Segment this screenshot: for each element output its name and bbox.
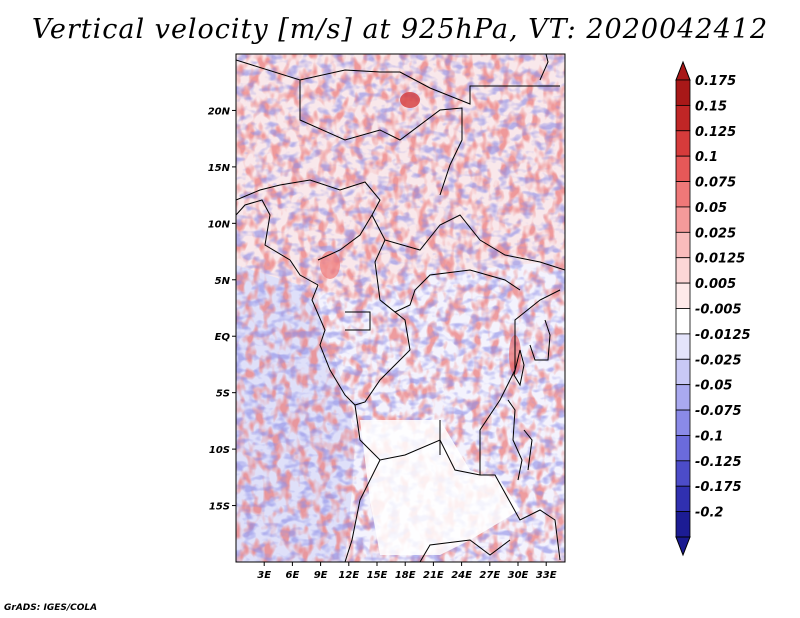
lon-tick-label: 6E (286, 570, 300, 581)
lat-tick-label: 5S (216, 389, 230, 400)
colorbar-min-arrow (675, 536, 691, 557)
lat-tick-label: 15S (209, 502, 230, 513)
colorbar-swatch (675, 181, 691, 208)
colorbar: 0.175 0.15 0.125 0.1 0.075 0.05 0.025 0.0125 0.0… (675, 60, 751, 557)
colorbar-label: 0.05 (695, 201, 727, 216)
grads-credit: GrADS: IGES/COLA (4, 603, 98, 613)
colorbar-swatch (675, 511, 691, 538)
colorbar-swatch (675, 358, 691, 386)
strong-updraft-spot (400, 92, 420, 108)
colorbar-swatch (675, 155, 691, 182)
lon-tick-label: 33E (536, 570, 557, 581)
colorbar-swatch (675, 308, 691, 335)
colorbar-swatch (675, 384, 691, 411)
lat-tick-label: 5N (215, 276, 231, 287)
colorbar-label: 0.025 (695, 226, 736, 241)
colorbar-swatch (675, 130, 691, 157)
colorbar-label: -0.075 (695, 404, 742, 419)
lat-tick-label: 10S (209, 445, 230, 456)
lon-tick-label: 21E (423, 570, 444, 581)
lon-tick-label: 12E (338, 570, 359, 581)
colorbar-swatch (675, 79, 691, 106)
colorbar-label: -0.2 (695, 506, 723, 521)
coastal-updraft-spot (320, 251, 340, 279)
colorbar-swatch (675, 104, 691, 132)
lon-tick-label: 15E (367, 570, 388, 581)
colorbar-label: -0.005 (695, 303, 742, 318)
map-frame (235, 53, 566, 563)
colorbar-label: 0.075 (695, 176, 736, 191)
colorbar-label: 0.005 (695, 277, 736, 292)
colorbar-swatch (675, 435, 691, 462)
lon-tick-label: 3E (257, 570, 271, 581)
map-panel (236, 54, 565, 562)
lat-tick-label: 10N (208, 219, 231, 230)
colorbar-label: -0.1 (695, 429, 723, 444)
colorbar-label: -0.125 (695, 455, 742, 470)
lon-tick-label: 30E (508, 570, 529, 581)
colorbar-label: 0.175 (695, 74, 736, 89)
colorbar-swatch (675, 282, 691, 309)
colorbar-swatch (675, 206, 691, 233)
lat-tick-label: 15N (208, 163, 231, 174)
colorbar-swatch (675, 485, 691, 513)
latitude-axis: 20N 15N 10N 5N EQ 5S 10S 15S (208, 106, 236, 513)
lon-tick-label: 24E (451, 570, 472, 581)
colorbar-swatch (675, 460, 691, 487)
lon-tick-label: 9E (314, 570, 328, 581)
lat-tick-label: 20N (208, 106, 231, 117)
lon-tick-label: 27E (479, 570, 500, 581)
colorbar-label: -0.025 (695, 353, 742, 368)
colorbar-swatch (675, 333, 691, 360)
colorbar-label: 0.1 (695, 150, 718, 165)
colorbar-label: 0.15 (695, 99, 727, 114)
lon-tick-label: 18E (395, 570, 416, 581)
colorbar-swatch (675, 409, 691, 436)
neutral-zone (360, 420, 520, 555)
colorbar-label: 0.125 (695, 125, 736, 140)
colorbar-label: -0.05 (695, 379, 732, 394)
colorbar-max-arrow (675, 60, 691, 81)
longitude-axis: 3E 6E 9E 12E 15E 18E 21E 24E 27E 30E 33E (257, 562, 557, 581)
country-borders (236, 54, 565, 562)
chart-title: Vertical velocity [m/s] at 925hPa, VT: 2… (31, 14, 769, 45)
colorbar-label: -0.0125 (695, 328, 751, 343)
lat-tick-label: EQ (215, 332, 231, 343)
colorbar-label: -0.175 (695, 480, 742, 495)
colorbar-label: 0.0125 (695, 252, 745, 267)
colorbar-swatch (675, 231, 691, 259)
colorbar-swatch (675, 257, 691, 284)
